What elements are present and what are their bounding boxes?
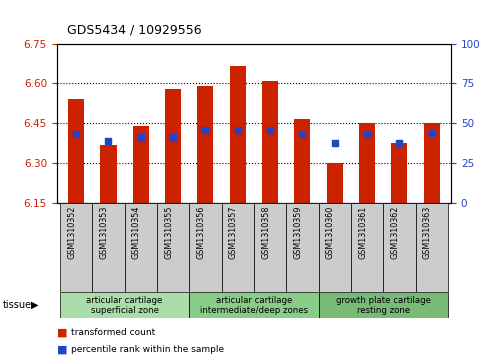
Text: GSM1310356: GSM1310356 [196,206,206,259]
Point [395,140,403,146]
Text: GSM1310352: GSM1310352 [67,206,76,260]
Bar [157,203,189,292]
Point [234,127,242,133]
Bar [221,203,254,292]
Text: GSM1310360: GSM1310360 [326,206,335,259]
Text: articular cartilage: articular cartilage [86,296,163,305]
Bar [125,203,157,292]
Point [105,138,112,144]
Bar [92,203,125,292]
Bar [189,203,221,292]
Text: ■: ■ [57,344,67,354]
Text: ▶: ▶ [31,300,38,310]
Text: resting zone: resting zone [356,306,410,315]
Text: GSM1310359: GSM1310359 [293,206,302,260]
Bar [423,123,440,203]
Text: GSM1310361: GSM1310361 [358,206,367,259]
Bar [189,292,318,318]
Bar [60,203,92,292]
Bar [383,203,416,292]
Bar [351,203,383,292]
Point [169,134,177,140]
Text: ■: ■ [57,327,67,337]
Bar [60,292,189,318]
Bar [286,203,318,292]
Text: GSM1310363: GSM1310363 [423,206,432,259]
Text: transformed count: transformed count [71,328,156,337]
Bar [254,203,286,292]
Text: percentile rank within the sample: percentile rank within the sample [71,345,225,354]
Text: GSM1310355: GSM1310355 [164,206,173,260]
Bar [359,123,375,203]
Point [363,131,371,137]
Point [137,134,144,140]
Bar [165,89,181,203]
Bar [294,119,311,203]
Bar [416,203,448,292]
Text: GDS5434 / 10929556: GDS5434 / 10929556 [67,23,201,36]
Text: GSM1310357: GSM1310357 [229,206,238,260]
Bar [391,143,407,203]
Bar [197,86,213,203]
Bar [318,203,351,292]
Bar [68,99,84,203]
Point [298,131,306,137]
Text: GSM1310358: GSM1310358 [261,206,270,259]
Text: superficial zone: superficial zone [91,306,159,315]
Text: articular cartilage: articular cartilage [216,296,292,305]
Bar [101,145,116,203]
Bar [230,66,246,203]
Text: GSM1310353: GSM1310353 [100,206,108,259]
Bar [327,163,343,203]
Point [428,130,436,136]
Bar [262,81,278,203]
Bar [318,292,448,318]
Bar [133,126,149,203]
Text: GSM1310362: GSM1310362 [390,206,399,259]
Point [266,127,274,133]
Point [331,140,339,146]
Text: tissue: tissue [2,300,32,310]
Point [202,127,210,133]
Text: intermediate/deep zones: intermediate/deep zones [200,306,308,315]
Point [72,131,80,137]
Text: growth plate cartilage: growth plate cartilage [336,296,431,305]
Text: GSM1310354: GSM1310354 [132,206,141,259]
